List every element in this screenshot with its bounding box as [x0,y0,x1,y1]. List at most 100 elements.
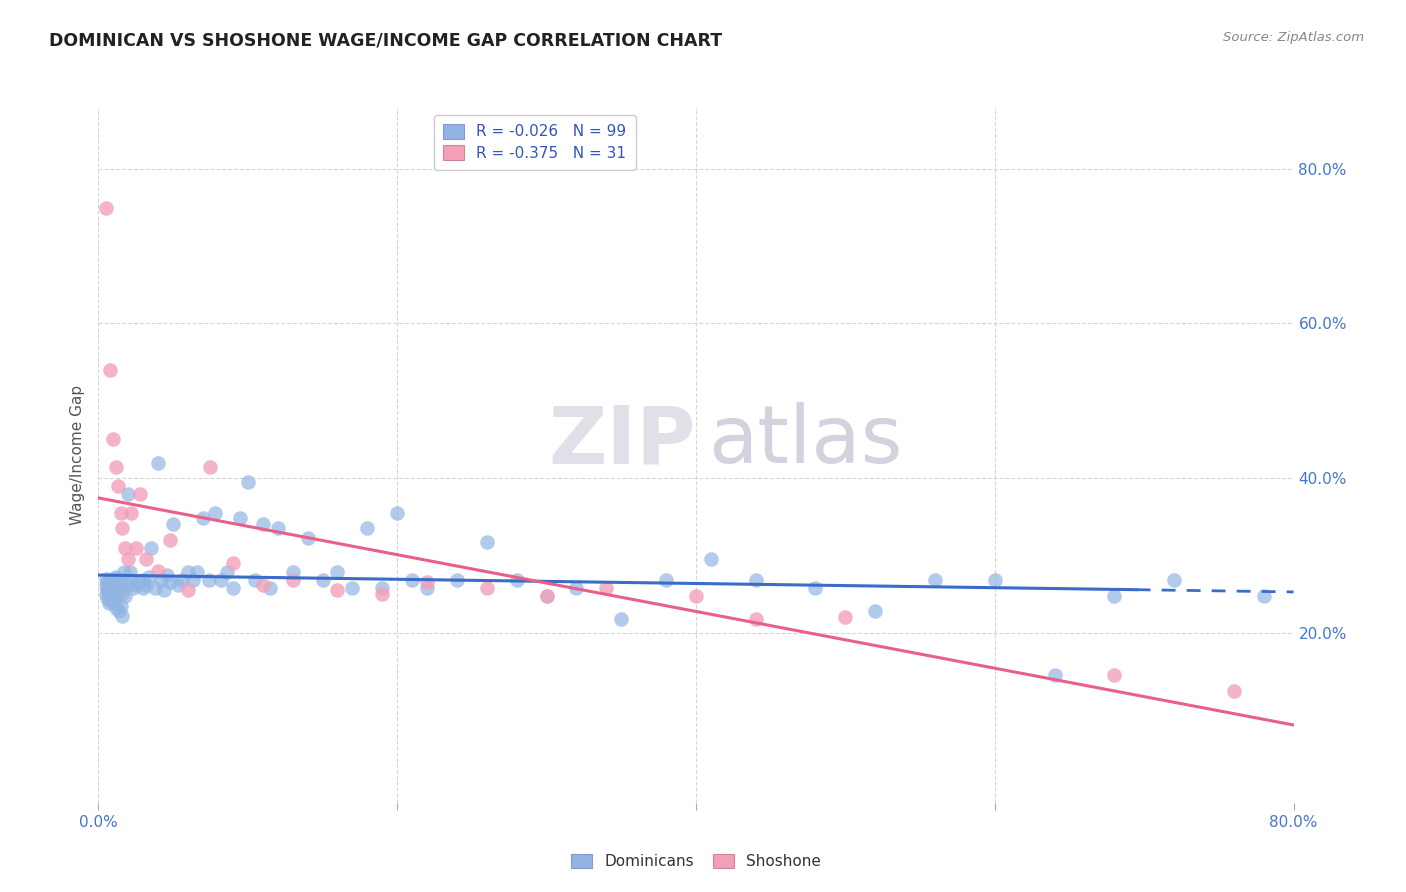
Point [506,573,529,587]
Point [177,566,200,580]
Point [105,570,128,584]
Point [446,573,468,587]
Point [105,459,128,474]
Point [103,587,125,601]
Point [326,583,349,598]
Point [1043,668,1066,682]
Point [128,575,150,590]
Point [162,517,184,532]
Point [150,573,173,587]
Point [118,566,141,580]
Point [135,552,157,566]
Point [655,573,678,587]
Point [1253,589,1275,603]
Point [700,552,723,566]
Point [159,575,181,590]
Point [120,573,142,587]
Point [105,601,128,615]
Point [200,459,222,474]
Point [565,581,588,595]
Point [924,573,946,587]
Point [865,604,887,618]
Point [104,589,127,603]
Text: DOMINICAN VS SHOSHONE WAGE/INCOME GAP CORRELATION CHART: DOMINICAN VS SHOSHONE WAGE/INCOME GAP CO… [49,31,723,49]
Point [138,570,160,584]
Point [166,578,188,592]
Point [105,578,128,592]
Point [1104,589,1126,603]
Point [100,363,122,377]
Point [101,590,124,604]
Point [97,589,120,603]
Point [94,587,117,601]
Point [103,595,125,609]
Point [100,593,122,607]
Point [984,573,1007,587]
Point [96,583,118,598]
Point [108,573,131,587]
Point [745,573,768,587]
Text: atlas: atlas [709,402,903,480]
Point [181,573,204,587]
Point [475,534,498,549]
Point [1104,668,1126,682]
Point [143,581,166,595]
Point [117,486,139,500]
Point [804,581,827,595]
Point [475,581,498,595]
Point [416,581,439,595]
Point [94,201,117,215]
Point [595,581,617,595]
Point [159,533,181,547]
Point [1163,573,1185,587]
Point [104,581,127,595]
Point [101,582,124,597]
Point [103,433,125,447]
Point [222,556,245,570]
Point [267,521,290,535]
Point [103,579,125,593]
Point [129,486,152,500]
Point [371,587,394,601]
Point [153,583,176,598]
Point [107,479,129,493]
Point [401,573,423,587]
Point [148,456,170,470]
Point [745,612,768,626]
Point [148,564,170,578]
Point [100,578,122,592]
Point [132,573,155,587]
Point [326,566,349,580]
Point [342,581,364,595]
Point [97,581,120,595]
Point [94,579,117,593]
Point [121,581,143,595]
Point [177,583,200,598]
Point [96,591,118,605]
Legend: Dominicans, Shoshone: Dominicans, Shoshone [565,847,827,875]
Point [101,574,124,589]
Point [685,589,707,603]
Point [120,506,142,520]
Point [97,596,120,610]
Point [97,573,120,587]
Point [110,506,132,520]
Text: Source: ZipAtlas.com: Source: ZipAtlas.com [1223,31,1364,45]
Point [96,575,118,590]
Point [125,578,148,592]
Point [311,573,333,587]
Point [111,521,134,535]
Point [259,581,281,595]
Point [108,604,131,618]
Point [191,511,214,525]
Point [139,541,162,555]
Point [172,573,194,587]
Point [215,566,238,580]
Point [252,578,274,592]
Point [115,578,138,592]
Point [114,541,136,555]
Point [209,573,232,587]
Point [112,566,135,580]
Point [125,541,148,555]
Point [222,581,245,595]
